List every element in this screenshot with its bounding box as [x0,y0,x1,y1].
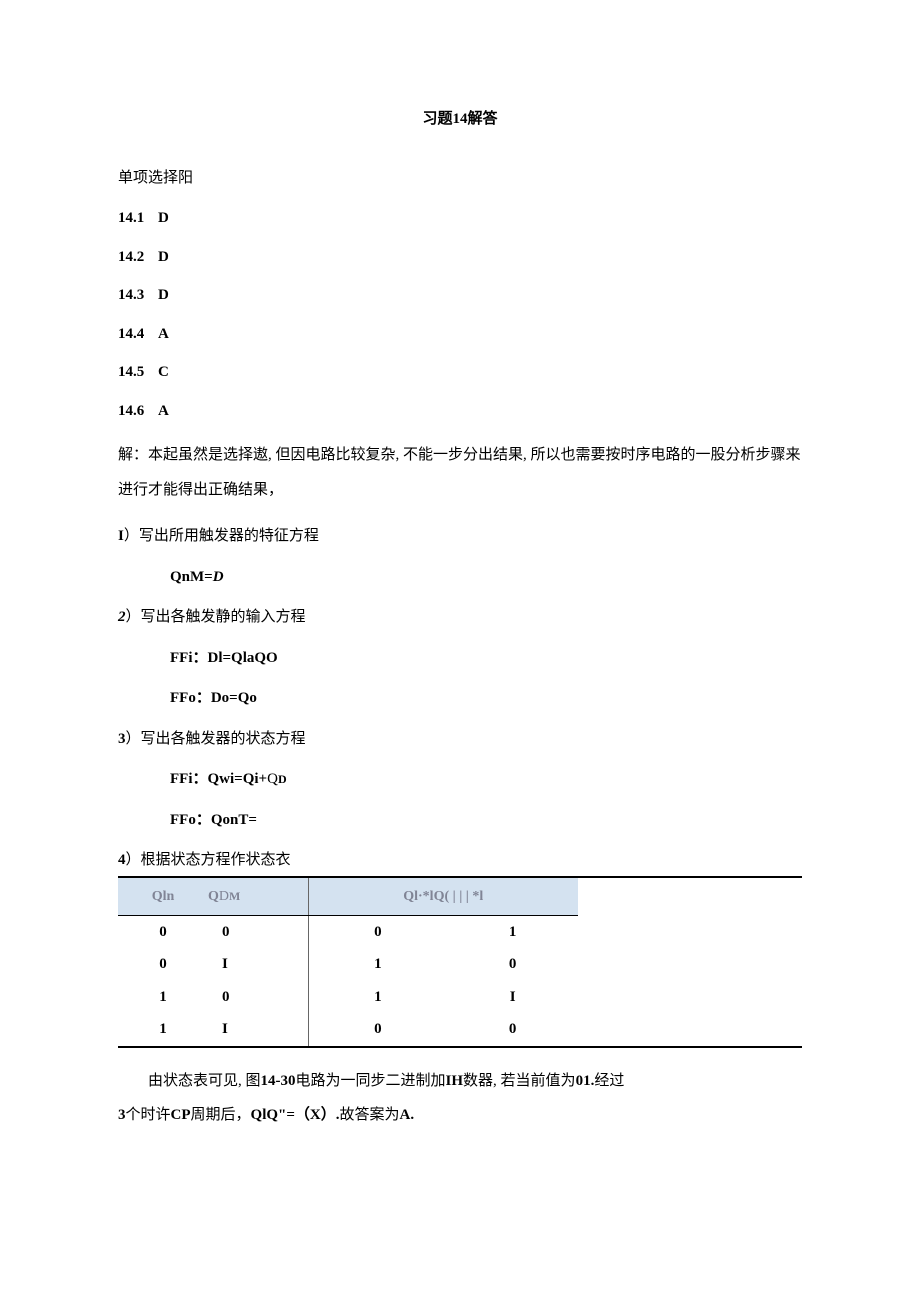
answer-letter: A [158,403,169,419]
conclusion-line-2: 3个时许CP周期后，QlQ"=（X）.故答案为A. [118,1098,802,1133]
table-cell: 0 [118,948,208,981]
answer-letter: A [158,326,169,342]
text: 电路为一同步二进制加 [296,1073,446,1089]
formula-pre: FFi：Qwi=Qi+ [170,771,267,787]
table-cell: I [208,1013,308,1046]
table-cell: 0 [308,1013,447,1046]
formula-lhs: QnM= [170,569,213,585]
answer-item: 14.3D [118,284,802,307]
input-equation-0: FFo：Do=Qo [170,687,802,710]
answers-list: 14.1D 14.2D 14.3D 14.4A 14.5C 14.6A [118,207,802,422]
step-label: ）写出所用触发器的特征方程 [124,528,319,544]
input-equation-1: FFi：Dl=QlaQO [170,647,802,670]
page-title: 习题14解答 [118,108,802,131]
answer-letter: D [158,249,169,265]
header-text: M [229,889,240,903]
answer-num: 14.1 [118,207,158,230]
state-equation-1: FFi：Qwi=Qi+QD [170,768,802,791]
header-text: Q [208,889,219,904]
text: 经过 [594,1073,624,1089]
answer-item: 14.1D [118,207,802,230]
step-label: ）写出各触发静的输入方程 [126,609,306,625]
table-cell: 1 [308,981,447,1014]
step-num: 3 [118,731,126,747]
table-cell: 0 [447,948,578,981]
step-3: 3）写出各触发器的状态方程 [118,728,802,751]
table-row: 1 0 1 I [118,981,578,1014]
answer-letter: D [158,287,169,303]
state-table-wrapper: Qln QDM Ql·*lQ( | | | *l 0 0 0 1 0 I 1 0… [118,876,802,1048]
conclusion-line-1: 由状态表可见, 图14-30电路为一同步二进制加IH数器, 若当前值为01.经过 [118,1064,802,1099]
step-num: 4 [118,852,126,868]
text: 由状态表可见, 图 [148,1073,261,1089]
bold-text: QlQ"=（X）. [251,1107,340,1123]
text: 周期后， [191,1107,251,1123]
table-row: 0 0 0 1 [118,915,578,948]
answer-num: 14.5 [118,361,158,384]
formula-q: Q [267,771,278,787]
step-label: ）写出各触发器的状态方程 [126,731,306,747]
answer-item: 14.4A [118,323,802,346]
explanation-paragraph: 解：本起虽然是选择遨, 但因电路比较复杂, 不能一步分出结果, 所以也需要按时序… [118,438,802,507]
answer-num: 14.3 [118,284,158,307]
bold-text: A. [400,1107,415,1123]
answer-item: 14.6A [118,400,802,423]
header-text: D [219,889,229,904]
table-cell: I [447,981,578,1014]
answer-item: 14.5C [118,361,802,384]
bold-text: 3 [118,1107,126,1123]
answer-letter: C [158,364,169,380]
text: 个时许 [126,1107,171,1123]
step-4: 4）根据状态方程作状态衣 [118,849,802,872]
bold-text: CP [171,1107,191,1123]
answer-letter: D [158,210,169,226]
table-cell: 1 [308,948,447,981]
table-cell: 0 [447,1013,578,1046]
table-cell: 1 [118,1013,208,1046]
table-header-row: Qln QDM Ql·*lQ( | | | *l [118,878,578,916]
table-header: Qln [118,878,208,916]
table-cell: 0 [208,915,308,948]
table-cell: 0 [118,915,208,948]
bold-text: IH [446,1073,464,1089]
table-cell: 1 [447,915,578,948]
formula-sub: D [278,772,287,786]
section-header: 单项选择阳 [118,167,802,190]
characteristic-equation: QnM=D [170,566,802,589]
answer-item: 14.2D [118,246,802,269]
formula-rhs: D [213,569,224,585]
table-header: QDM [208,878,308,916]
bold-text: 14-30 [261,1073,296,1089]
table-cell: 0 [208,981,308,1014]
bold-text: 01. [576,1073,595,1089]
state-table: Qln QDM Ql·*lQ( | | | *l 0 0 0 1 0 I 1 0… [118,878,578,1046]
answer-num: 14.4 [118,323,158,346]
answer-num: 14.2 [118,246,158,269]
step-label: ）根据状态方程作状态衣 [126,852,291,868]
table-row: 0 I 1 0 [118,948,578,981]
answer-num: 14.6 [118,400,158,423]
table-header: Ql·*lQ( | | | *l [308,878,578,916]
step-num: 2 [118,609,126,625]
table-cell: 1 [118,981,208,1014]
table-cell: 0 [308,915,447,948]
step-2: 2）写出各触发静的输入方程 [118,606,802,629]
text: 故答案为 [340,1107,400,1123]
table-cell: I [208,948,308,981]
text: 数器, 若当前值为 [463,1073,576,1089]
state-equation-0: FFo：QonT= [170,809,802,832]
step-1: I）写出所用触发器的特征方程 [118,525,802,548]
table-row: 1 I 0 0 [118,1013,578,1046]
